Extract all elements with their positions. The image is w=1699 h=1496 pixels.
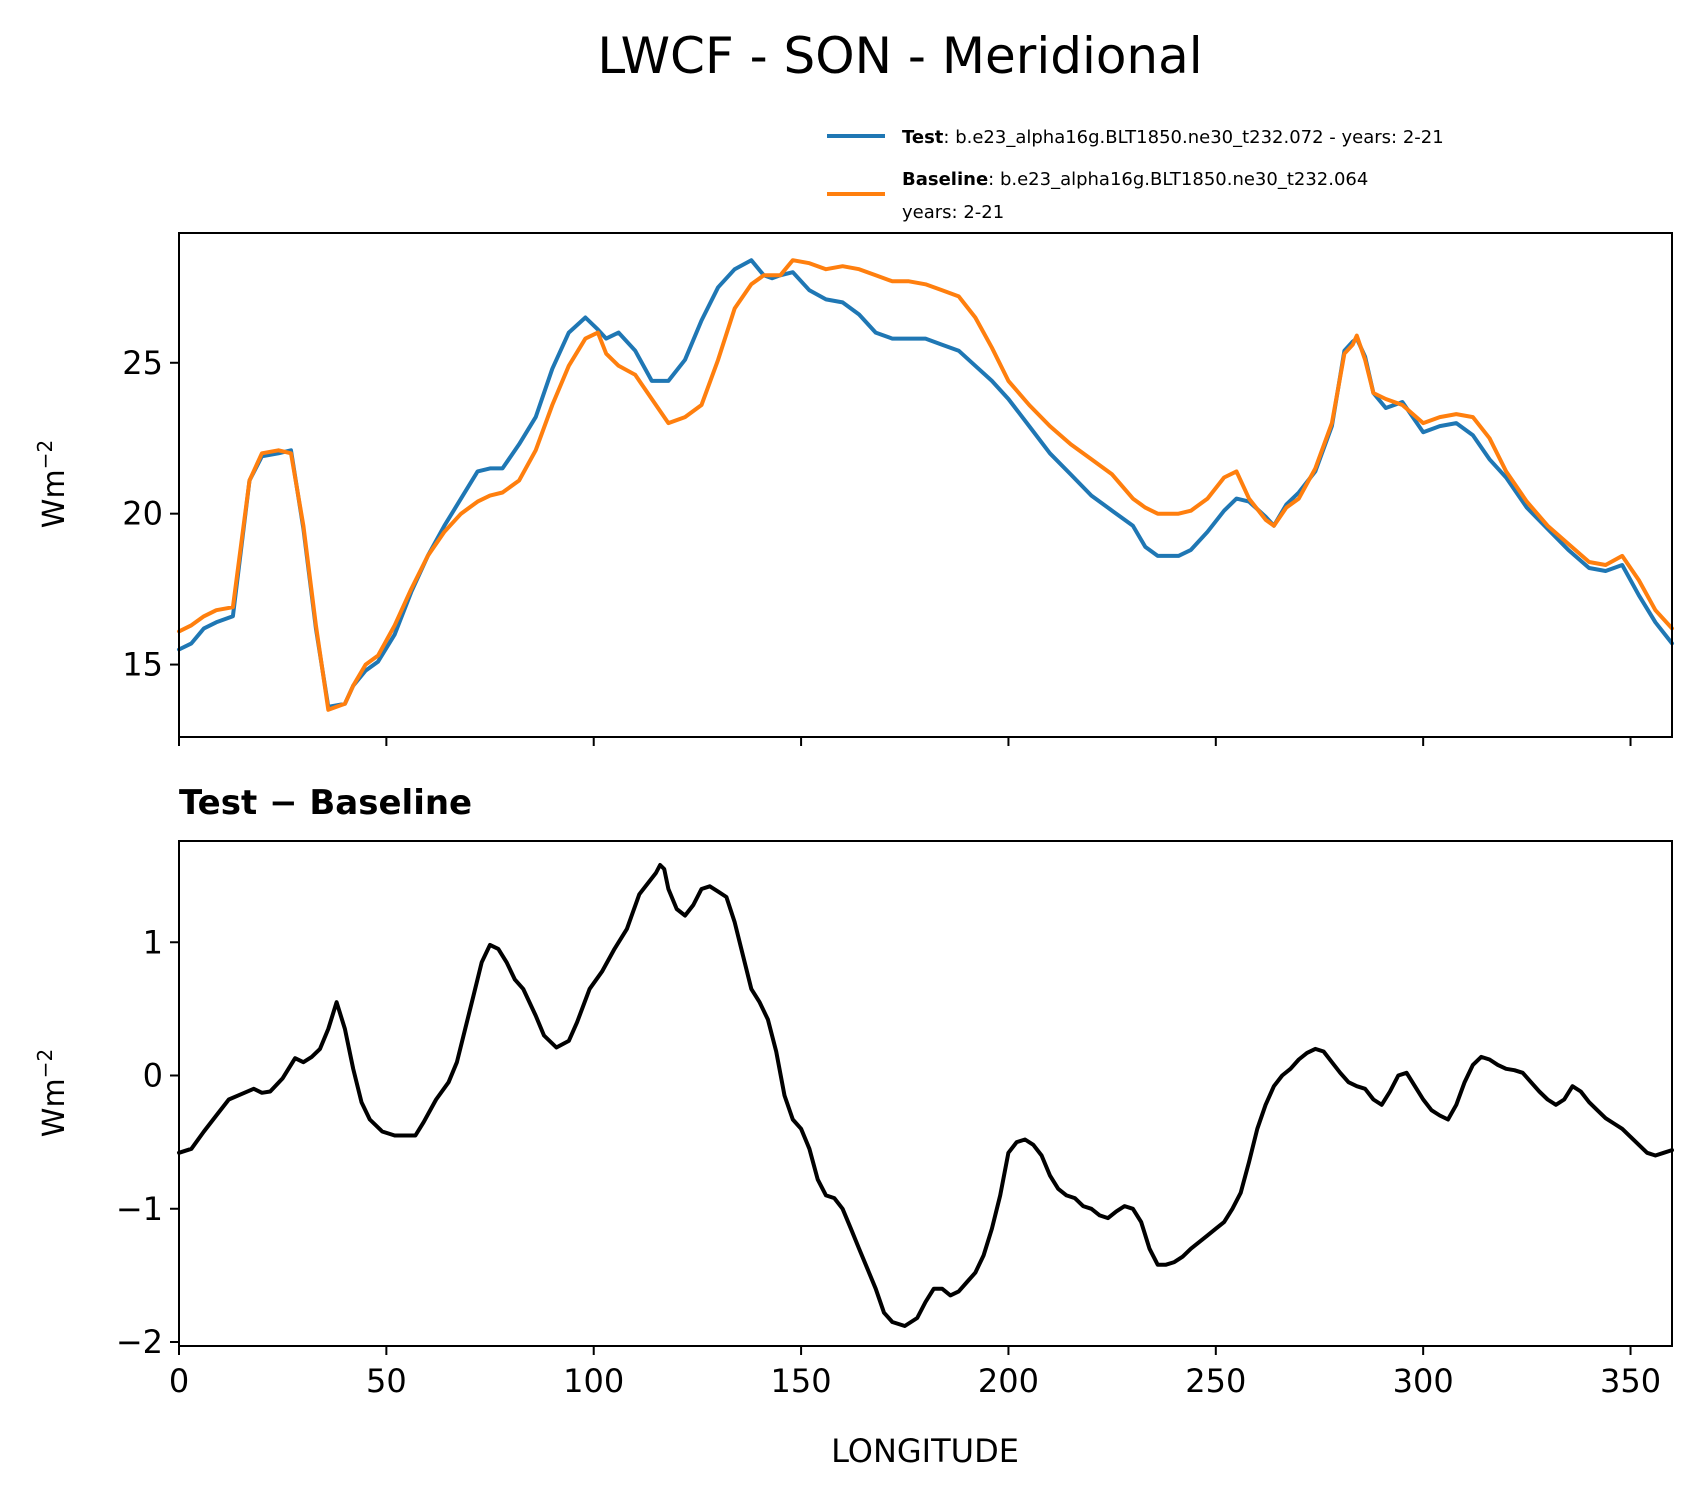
bottom-y-tick-label: −2 <box>116 1323 163 1361</box>
bottom-panel: Test − Baseline −2 −1 0 1 0 50 100 150 200 250 30… <box>33 783 1674 1470</box>
bottom-y-tick-label: 1 <box>143 923 163 961</box>
bottom-y-tick-label: −1 <box>116 1190 163 1228</box>
bottom-x-tick-label: 200 <box>978 1362 1039 1400</box>
top-series-line-baseline <box>177 258 1674 712</box>
legend-baseline-label: Baseline: b.e23_alpha16g.BLT1850.ne30_t2… <box>902 169 1368 190</box>
bottom-x-axis: 0 50 100 150 200 250 300 350 <box>169 1346 1661 1400</box>
x-axis-label: LONGITUDE <box>831 1432 1019 1470</box>
bottom-panel-title: Test − Baseline <box>179 783 472 823</box>
legend-baseline-bold: Baseline <box>902 169 988 190</box>
legend-baseline-text: : b.e23_alpha16g.BLT1850.ne30_t232.064 <box>988 169 1368 190</box>
bottom-x-tick-label: 50 <box>366 1362 407 1400</box>
bottom-y-tick-label: 0 <box>143 1057 163 1095</box>
top-panel: 15 20 25 Wm−2 <box>33 232 1674 746</box>
legend-test-bold: Test <box>902 127 944 148</box>
bottom-series-line-difference <box>177 863 1674 1328</box>
legend-baseline-label-line2: years: 2-21 <box>902 202 1004 223</box>
top-y-axis-label-sup: −2 <box>33 440 57 469</box>
legend: Test: b.e23_alpha16g.BLT1850.ne30_t232.0… <box>827 127 1444 223</box>
top-plot-area <box>177 258 1674 712</box>
top-panel-frame <box>178 232 1673 738</box>
top-y-tick-label: 20 <box>122 495 163 533</box>
top-y-axis-label: Wm−2 <box>33 440 72 528</box>
top-y-axis-label-base: Wm <box>37 469 72 528</box>
top-x-axis <box>178 737 1632 746</box>
legend-test-text: : b.e23_alpha16g.BLT1850.ne30_t232.072 -… <box>943 127 1443 148</box>
bottom-x-tick-label: 300 <box>1393 1362 1454 1400</box>
top-y-tick-label: 25 <box>122 344 163 382</box>
bottom-y-axis-label: Wm−2 <box>33 1049 72 1137</box>
legend-test-label: Test: b.e23_alpha16g.BLT1850.ne30_t232.0… <box>902 127 1444 148</box>
top-y-axis: 15 20 25 <box>122 344 179 684</box>
top-y-tick-label: 15 <box>122 646 163 684</box>
bottom-panel-frame <box>178 840 1673 1347</box>
bottom-y-axis-label-sup: −2 <box>33 1049 57 1078</box>
top-series-line-test <box>177 258 1674 709</box>
bottom-x-tick-label: 0 <box>169 1362 189 1400</box>
bottom-x-tick-label: 100 <box>563 1362 624 1400</box>
bottom-y-axis: −2 −1 0 1 <box>116 923 179 1361</box>
bottom-x-tick-label: 150 <box>771 1362 832 1400</box>
bottom-x-tick-label: 250 <box>1185 1362 1246 1400</box>
bottom-x-tick-label: 350 <box>1600 1362 1661 1400</box>
bottom-y-axis-label-base: Wm <box>37 1078 72 1137</box>
bottom-plot-area <box>177 863 1674 1328</box>
figure-title: LWCF - SON - Meridional <box>597 27 1202 85</box>
